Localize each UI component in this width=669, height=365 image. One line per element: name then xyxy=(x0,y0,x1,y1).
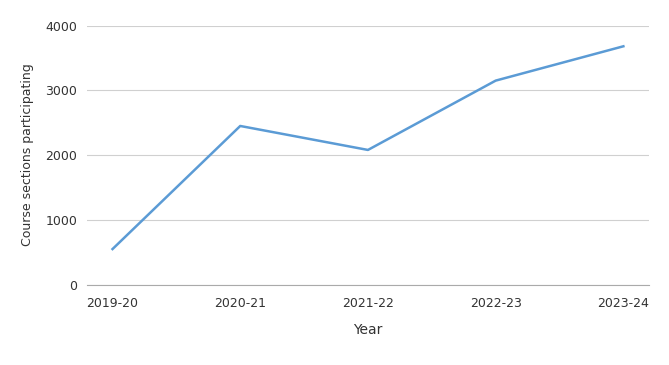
X-axis label: Year: Year xyxy=(353,323,383,337)
Y-axis label: Course sections participating: Course sections participating xyxy=(21,64,34,246)
